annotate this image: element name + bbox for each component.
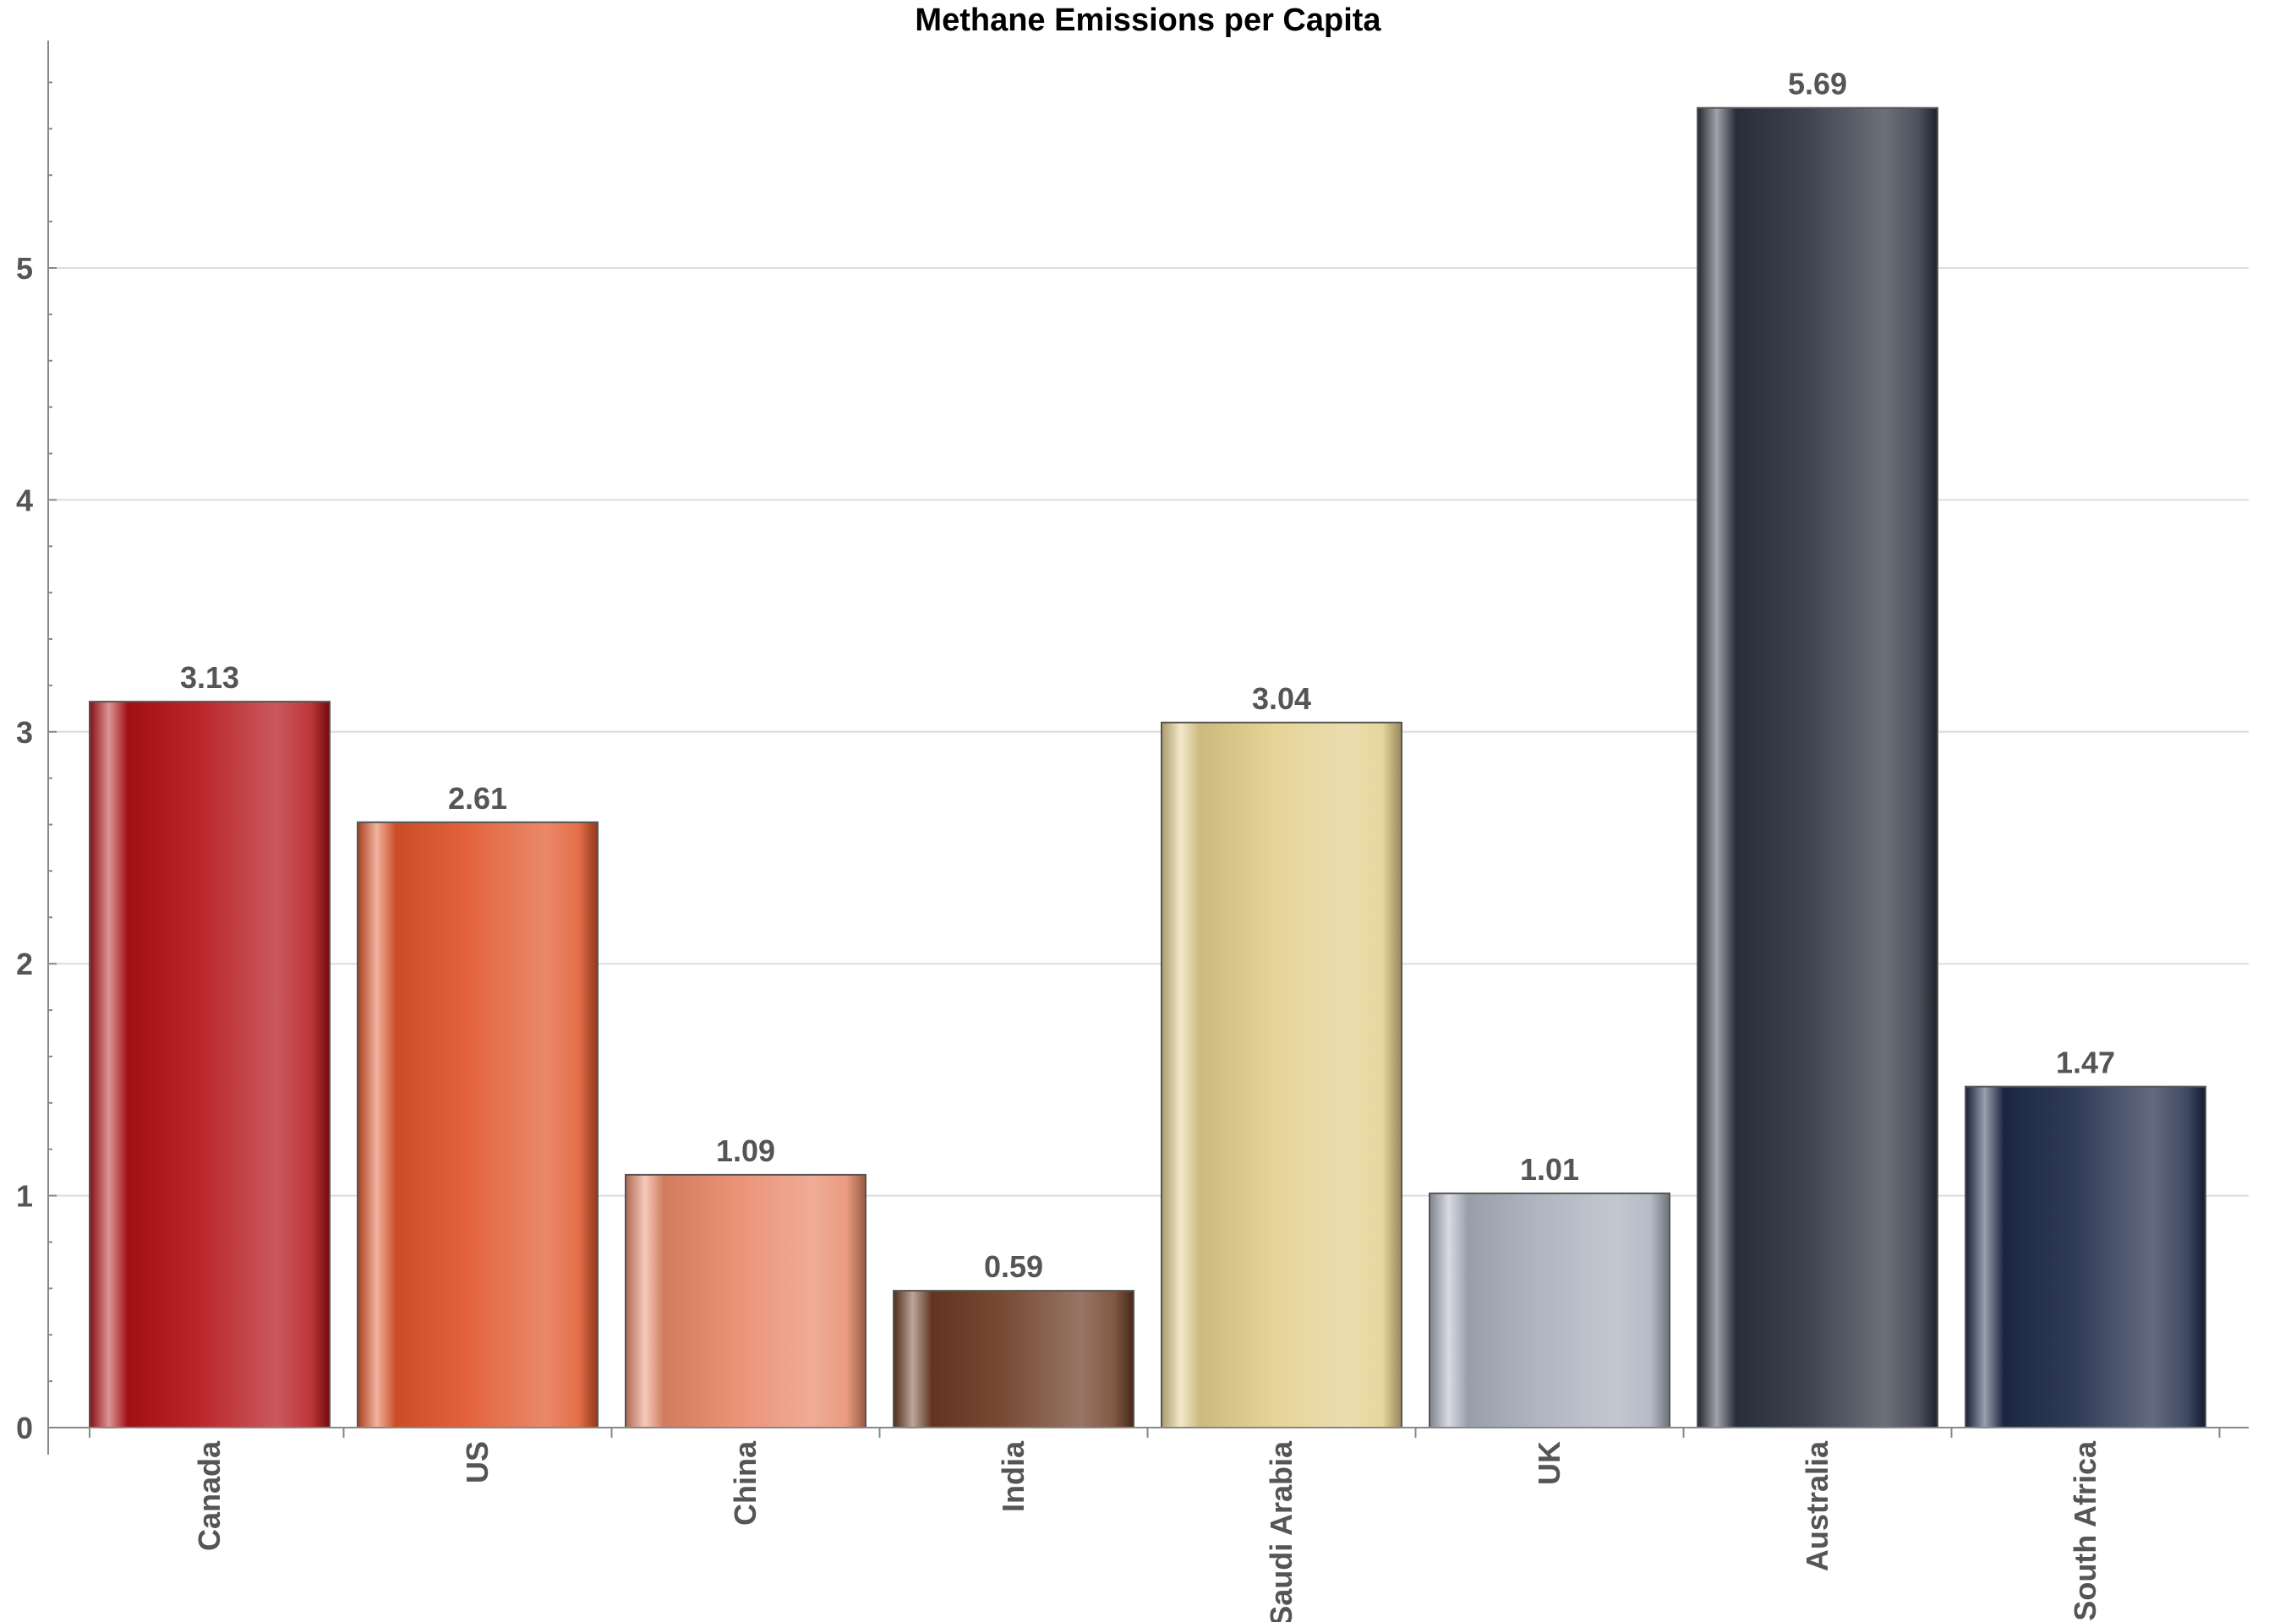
y-tick-label: 0 — [16, 1411, 33, 1445]
y-tick-label: 4 — [16, 483, 33, 517]
value-label: 1.47 — [2056, 1046, 2115, 1080]
bar-canada — [89, 701, 331, 1428]
y-tick-label: 1 — [16, 1179, 33, 1214]
value-labels: 3.13 2.61 1.09 0.59 3.04 1.01 5.69 1.47 — [180, 67, 2115, 1284]
x-tick-label: UK — [1532, 1441, 1566, 1485]
y-axis: 0 1 2 3 4 5 — [16, 41, 57, 1455]
x-tick-label: China — [728, 1440, 763, 1526]
bar-us — [357, 821, 599, 1428]
value-label: 2.61 — [448, 781, 507, 816]
x-tick-label: Australia — [1800, 1440, 1834, 1571]
bar-saudi-arabia — [1161, 721, 1402, 1428]
bar-uk — [1429, 1192, 1670, 1428]
bar-south-africa — [1965, 1085, 2206, 1428]
value-label: 3.13 — [180, 660, 239, 695]
value-label: 5.69 — [1788, 67, 1847, 101]
value-label: 1.01 — [1520, 1152, 1579, 1187]
bar-china — [625, 1173, 866, 1429]
bar-india — [893, 1290, 1134, 1428]
chart-title: Methane Emissions per Capita — [915, 3, 1381, 38]
value-label: 0.59 — [984, 1249, 1043, 1284]
x-tick-label: South Africa — [2068, 1440, 2102, 1621]
y-tick-label: 5 — [16, 251, 33, 286]
x-tick-label: Saudi Arabia — [1264, 1440, 1298, 1622]
value-label: 3.04 — [1252, 681, 1311, 716]
x-tick-label: Canada — [192, 1440, 227, 1551]
bars — [89, 106, 2206, 1429]
value-label: 1.09 — [716, 1133, 775, 1168]
y-tick-label: 2 — [16, 947, 33, 981]
x-axis: Canada US China India Saudi Arabia UK Australi… — [48, 1427, 2249, 1622]
x-tick-label: India — [996, 1440, 1030, 1512]
x-tick-label: US — [460, 1441, 495, 1483]
bar-australia — [1697, 106, 1938, 1429]
y-tick-label: 3 — [16, 715, 33, 750]
